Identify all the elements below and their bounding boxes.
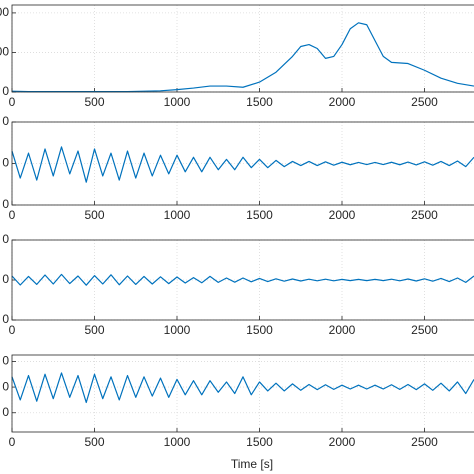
data-line (11, 273, 474, 286)
x-tick-label: 2500 (411, 208, 438, 222)
y-tick-label: 0 (2, 114, 9, 128)
x-tick-label: 500 (84, 208, 104, 222)
y-tick-label: 0 (2, 272, 9, 286)
y-tick-label: 0 (2, 379, 9, 393)
y-tick-label: 0 (2, 232, 9, 246)
x-tick-label: 2500 (411, 435, 438, 449)
y-tick-label: 0 (2, 312, 9, 326)
axes-box (11, 354, 474, 433)
x-tick-label: 2000 (329, 323, 356, 337)
y-tick-label: 0 (2, 405, 9, 419)
x-tick-label: 1500 (246, 323, 273, 337)
x-tick-label: 2500 (411, 323, 438, 337)
x-tick-label: 2000 (329, 208, 356, 222)
data-line (11, 146, 474, 183)
y-tick-label: 0 (2, 197, 9, 211)
plot-area (12, 5, 474, 92)
data-line (11, 372, 474, 404)
x-tick-label: 0 (9, 208, 16, 222)
x-tick-label: 500 (84, 435, 104, 449)
axes-box (11, 4, 474, 93)
x-tick-label: 500 (84, 95, 104, 109)
x-tick-label: 1000 (164, 208, 191, 222)
y-tick-label: 0 (2, 354, 9, 368)
x-tick-label: 1500 (246, 95, 273, 109)
x-tick-label: 0 (9, 95, 16, 109)
axes-box (11, 121, 474, 206)
x-tick-label: 1000 (164, 95, 191, 109)
x-axis-label: Time [s] (231, 457, 273, 471)
x-tick-label: 0 (9, 435, 16, 449)
x-tick-label: 0 (9, 323, 16, 337)
axes-box (11, 239, 474, 321)
x-tick-label: 2000 (329, 95, 356, 109)
y-tick-label: 00 (0, 5, 9, 19)
x-tick-label: 1500 (246, 435, 273, 449)
plot-area (12, 355, 474, 432)
x-tick-label: 1000 (164, 435, 191, 449)
x-tick-label: 500 (84, 323, 104, 337)
x-tick-label: 1000 (164, 323, 191, 337)
x-tick-label: 2000 (329, 435, 356, 449)
x-tick-label: 2500 (411, 95, 438, 109)
y-tick-label: 0 (2, 156, 9, 170)
y-tick-label: 00 (0, 45, 9, 59)
x-tick-label: 1500 (246, 208, 273, 222)
y-tick-label: 0 (2, 84, 9, 98)
